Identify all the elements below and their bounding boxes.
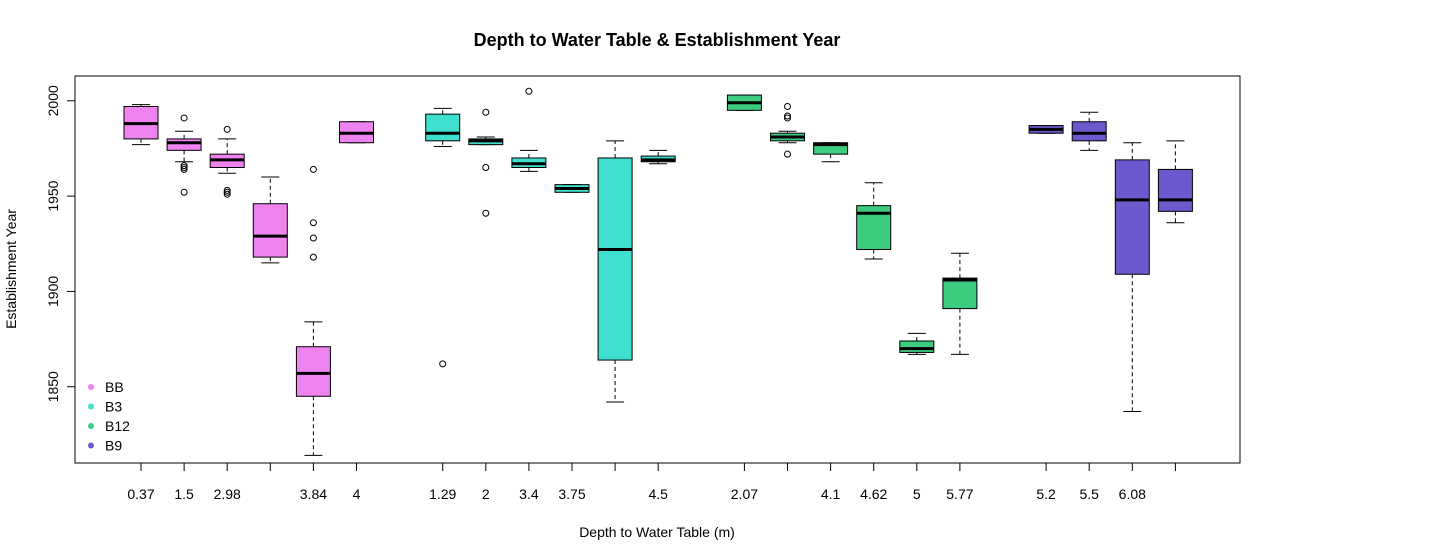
legend-swatch-B3 <box>88 403 94 410</box>
legend-label-B9: B9 <box>105 438 122 454</box>
outlier-point <box>439 360 447 368</box>
outlier-point <box>180 164 188 172</box>
y-axis: 1850 1900 1950 2000 <box>45 85 75 402</box>
legend-label-B12: B12 <box>105 418 130 434</box>
x-tick-label: 5.77 <box>946 486 973 502</box>
box-B9-6.08 <box>1114 142 1150 413</box>
x-tick-label: 3.84 <box>300 486 327 502</box>
outlier-point <box>482 108 490 116</box>
x-tick-label: 3.4 <box>519 486 539 502</box>
y-tick-label: 2000 <box>45 85 61 116</box>
box-body <box>597 157 633 361</box>
legend-swatch-B9 <box>88 442 94 449</box>
outlier-point <box>309 234 317 242</box>
x-tick-label: 0.37 <box>127 486 154 502</box>
box-body <box>252 203 288 258</box>
box-BB-unlabeled-3 <box>252 176 288 264</box>
outlier-point <box>180 162 188 170</box>
outlier-point <box>784 112 791 120</box>
x-tick-label: 6.08 <box>1119 486 1146 502</box>
y-tick-label: 1850 <box>45 371 61 402</box>
x-tick-label: 4 <box>353 486 361 502</box>
outlier-point <box>180 114 188 122</box>
outlier-point <box>180 165 188 173</box>
legend-label-BB: BB <box>105 379 124 395</box>
box-BB-2.98 <box>209 125 245 198</box>
box-body <box>813 142 849 155</box>
x-axis: 0.37 1.5 2.98 3.84 4 1.29 2 3.4 3.75 4.5 2.07 4.1 4.… <box>127 463 1176 502</box>
box-body <box>899 340 935 353</box>
box-B3-unlabeled-4 <box>597 140 633 403</box>
y-axis-label: Establishment Year <box>3 209 19 329</box>
box-B3-2 <box>468 108 504 217</box>
x-axis-label: Depth to Water Table (m) <box>579 524 735 540</box>
outlier-point <box>784 103 791 111</box>
legend-swatch-BB <box>88 384 94 390</box>
x-tick-label: 2 <box>482 486 490 502</box>
box-B3-1.29 <box>425 107 461 368</box>
box-B9-5.5 <box>1071 111 1107 151</box>
outlier-point <box>180 188 188 196</box>
legend: BB B3 B12 B9 <box>88 379 130 454</box>
outlier-point <box>309 165 317 173</box>
outlier-point <box>223 190 231 198</box>
outlier-point <box>223 186 231 194</box>
outlier-point <box>482 164 490 172</box>
y-tick-label: 1950 <box>45 180 61 211</box>
box-body <box>295 346 331 397</box>
box-BB-3.84 <box>295 165 331 456</box>
x-tick-label: 2.98 <box>214 486 241 502</box>
outlier-point <box>309 253 317 261</box>
box-BB-0.37 <box>123 104 159 146</box>
box-B3-3.75 <box>554 184 590 193</box>
x-tick-label: 5.2 <box>1036 486 1056 502</box>
box-body <box>425 113 461 142</box>
outlier-point <box>525 87 533 95</box>
outlier-point <box>482 209 490 217</box>
outlier-point <box>223 125 231 133</box>
x-tick-label: 5 <box>913 486 921 502</box>
box-B9-unlabeled-3 <box>1157 140 1193 224</box>
box-BB-4 <box>339 121 374 144</box>
box-B3-3.4 <box>511 87 547 172</box>
box-B12-5.77 <box>942 252 978 355</box>
box-body <box>166 138 202 151</box>
boxes-layer <box>123 87 1193 456</box>
legend-label-B3: B3 <box>105 399 122 415</box>
outlier-point <box>309 219 317 227</box>
y-tick-label: 1900 <box>45 276 61 307</box>
box-B12-2.07 <box>726 94 762 111</box>
box-B12-4.62 <box>856 182 892 260</box>
outlier-point <box>784 150 791 158</box>
x-tick-label: 1.29 <box>429 486 456 502</box>
box-body <box>1071 121 1107 142</box>
box-B12-4.1 <box>813 142 849 163</box>
x-tick-label: 3.75 <box>558 486 585 502</box>
box-body <box>1157 168 1193 212</box>
x-tick-label: 4.1 <box>821 486 841 502</box>
x-tick-label: 2.07 <box>731 486 758 502</box>
x-tick-label: 1.5 <box>174 486 194 502</box>
box-B9-5.2 <box>1028 125 1064 134</box>
box-body <box>942 277 978 310</box>
box-body <box>1114 159 1150 275</box>
x-tick-label: 5.5 <box>1079 486 1099 502</box>
outlier-point <box>223 188 231 196</box>
x-tick-label: 4.5 <box>648 486 668 502</box>
box-B3-4.5 <box>640 149 676 165</box>
legend-swatch-B12 <box>88 423 94 429</box>
chart-title: Depth to Water Table & Establishment Yea… <box>474 30 841 50</box>
x-tick-label: 4.62 <box>860 486 887 502</box>
outlier-point <box>784 114 791 122</box>
plot-frame <box>74 75 1241 464</box>
box-BB-1.5 <box>166 114 202 196</box>
box-B12-unlabeled-1 <box>770 103 805 158</box>
box-B12-5 <box>899 332 935 355</box>
